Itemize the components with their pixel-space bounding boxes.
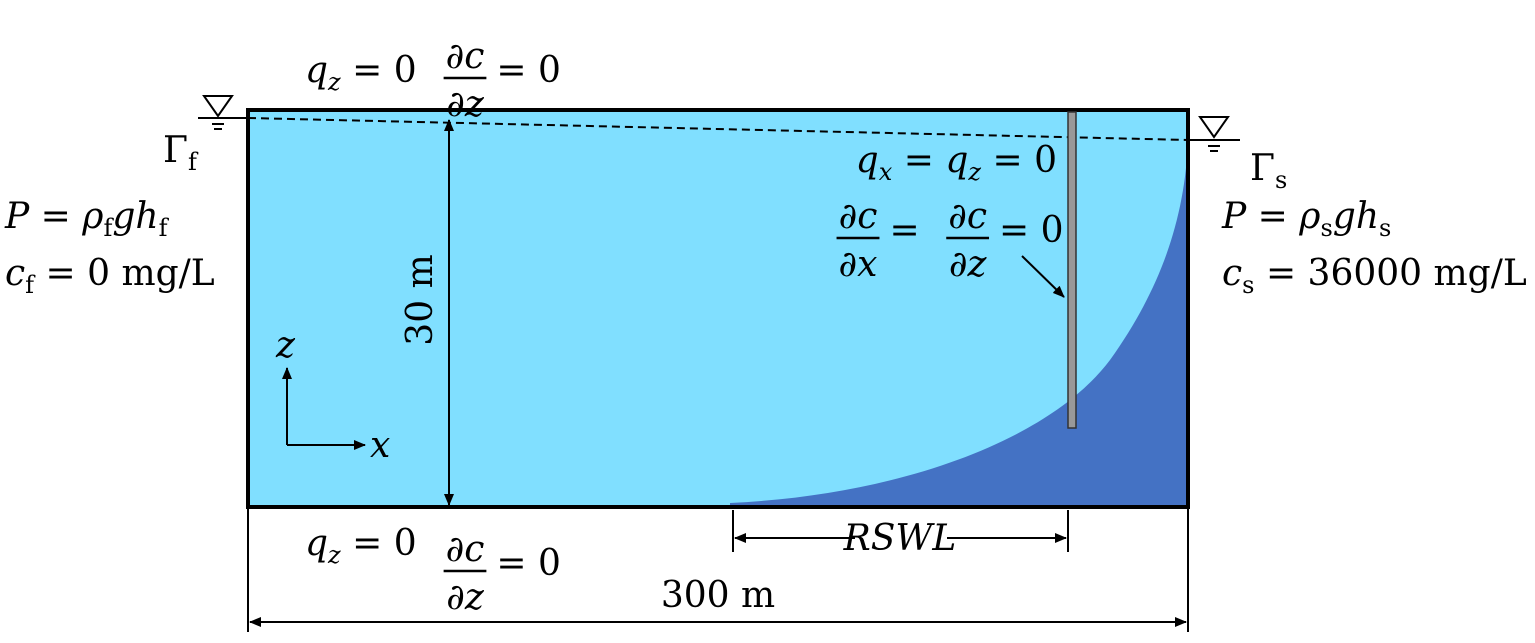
formula-part: = (892, 140, 945, 181)
formula-part: = 0 (496, 543, 561, 584)
denominator: ∂z (446, 577, 485, 618)
denominator: ∂z (446, 84, 485, 125)
formula-part: = 0 (341, 50, 417, 91)
formula: P = ρsghs (1221, 196, 1391, 242)
formula-part: c (1222, 253, 1242, 294)
formula-part: = 0 mg/L (34, 253, 215, 294)
formula-part: P (4, 196, 30, 237)
formula-part: Γ (1250, 148, 1275, 189)
formula-part: q (305, 523, 328, 564)
water-level-symbols (198, 95, 1240, 152)
height-label: 30 m (400, 254, 441, 345)
formula-part: c (5, 253, 25, 294)
z-axis-label: z (275, 325, 296, 366)
formula-part: ρ (81, 196, 103, 237)
formula-part: f (25, 271, 36, 299)
formula: qz = 0 (305, 50, 417, 96)
formula-part: q (305, 50, 328, 91)
denominator: ∂z (949, 244, 988, 285)
formula-part: z (327, 68, 341, 96)
numerator: ∂c (839, 196, 878, 237)
well (1067, 111, 1077, 429)
formula-part: q (856, 140, 879, 181)
formula-part: gh (112, 196, 158, 237)
formula-part: s (1242, 271, 1254, 299)
formula-part: = 0 (341, 523, 417, 564)
formula: P = ρfghf (4, 196, 170, 242)
numerator: ∂c (446, 36, 485, 77)
formula-part: f (103, 214, 114, 242)
formula-part: = 0 (999, 210, 1064, 251)
numerator: ∂c (948, 196, 987, 237)
formula-part: = (1246, 196, 1299, 237)
formula-part: z (967, 158, 981, 186)
formula-part: s (1320, 214, 1332, 242)
formula-part: = (889, 210, 919, 251)
x-axis-label: x (370, 425, 390, 466)
formula-part: x (879, 158, 893, 186)
formula-part: s (1379, 214, 1391, 242)
formula: cf = 0 mg/L (5, 253, 215, 299)
formula-part: = (29, 196, 82, 237)
formula-part: Γ (163, 130, 188, 171)
formula: Γs (1250, 148, 1287, 194)
rswl-label: RSWL (843, 518, 957, 559)
formula-part: ρ (1298, 196, 1320, 237)
formula-part: = 36000 mg/L (1255, 253, 1527, 294)
formula-part: = 0 (981, 140, 1057, 181)
width-label: 300 m (661, 575, 775, 616)
formula-part: q (945, 140, 968, 181)
formula-part: gh (1333, 196, 1379, 237)
formula: qz = 0 (305, 523, 417, 569)
formula-part: z (327, 541, 341, 569)
formula: qx = qz = 0 (856, 140, 1057, 186)
label-background (855, 515, 947, 557)
formula: Γf (163, 130, 199, 176)
formula-part: f (188, 148, 199, 176)
denominator: ∂x (839, 244, 878, 285)
formula-part: s (1275, 166, 1287, 194)
formula-part: f (159, 214, 170, 242)
water-table (247, 117, 1189, 141)
formula: cs = 36000 mg/L (1222, 253, 1527, 299)
formula-part: = 0 (496, 50, 561, 91)
domain-border (246, 108, 1190, 509)
formula-part: P (1221, 196, 1247, 237)
numerator: ∂c (446, 529, 485, 570)
